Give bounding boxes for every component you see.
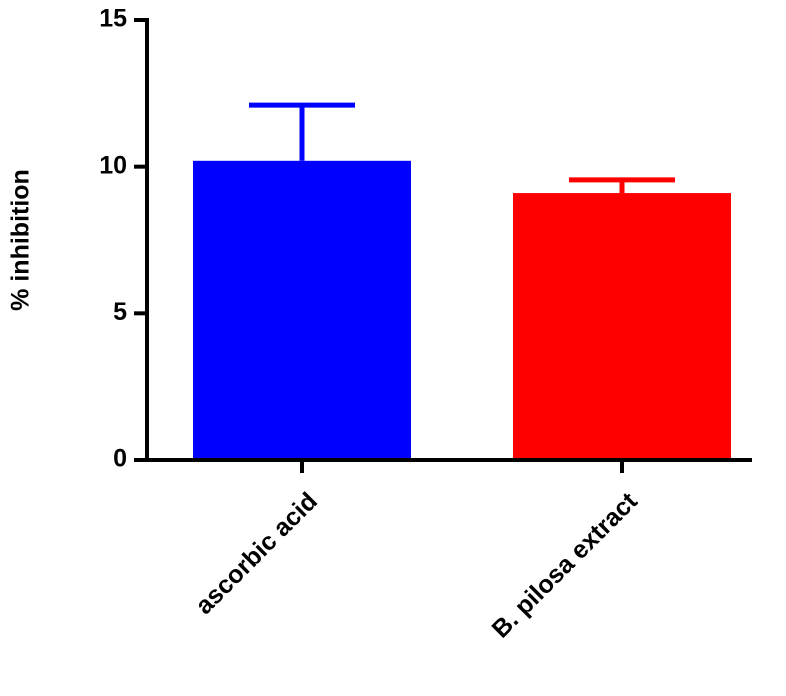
- x-tick-label: ascorbic acid: [190, 487, 323, 620]
- y-tick-label: 15: [99, 5, 127, 33]
- y-tick-label: 5: [113, 298, 127, 326]
- y-tick-label: 10: [99, 151, 127, 179]
- y-tick-label: 0: [113, 445, 127, 473]
- bar: [513, 193, 731, 461]
- bar: [193, 160, 411, 461]
- y-axis-label: % inhibition: [7, 169, 35, 311]
- x-tick-label: B. pilosa extract: [487, 487, 644, 644]
